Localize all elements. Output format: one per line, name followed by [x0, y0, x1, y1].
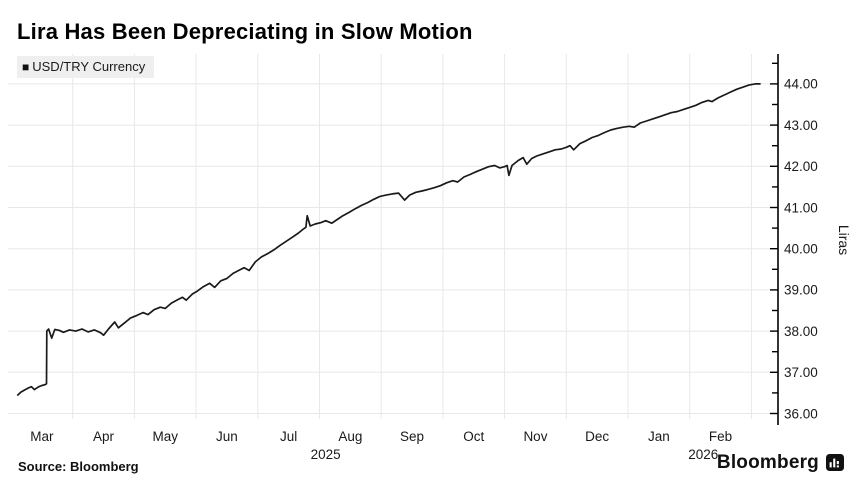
svg-text:44.00: 44.00 [784, 77, 818, 92]
svg-text:Sep: Sep [400, 429, 424, 444]
svg-text:43.00: 43.00 [784, 118, 818, 133]
svg-text:37.00: 37.00 [784, 365, 818, 380]
svg-text:Oct: Oct [463, 429, 484, 444]
source-label: Source: Bloomberg [18, 459, 139, 474]
svg-text:39.00: 39.00 [784, 283, 818, 298]
svg-text:36.00: 36.00 [784, 406, 818, 421]
series-marker-icon: ■ [22, 59, 30, 74]
usdtry-line-series [16, 83, 761, 396]
y-tick-labels: 36.00 37.00 38.00 39.00 40.00 41.00 42.00 43.00… [784, 77, 818, 422]
svg-text:Dec: Dec [585, 429, 609, 444]
svg-text:Jul: Jul [280, 429, 297, 444]
svg-text:May: May [152, 429, 178, 444]
svg-text:38.00: 38.00 [784, 324, 818, 339]
y-axis [770, 54, 779, 425]
svg-text:Jun: Jun [216, 429, 238, 444]
bloomberg-terminal-icon [826, 454, 844, 471]
svg-text:Jan: Jan [648, 429, 670, 444]
svg-text:2026: 2026 [688, 447, 718, 462]
x-year-labels: 2025 2026 [311, 447, 719, 462]
svg-text:Aug: Aug [338, 429, 362, 444]
x-month-labels: Mar Apr May Jun Jul Aug Sep Oct Nov Dec Jan Feb [30, 429, 732, 444]
svg-text:Apr: Apr [93, 429, 115, 444]
gridlines [8, 54, 777, 419]
svg-text:41.00: 41.00 [784, 200, 818, 215]
svg-text:Feb: Feb [709, 429, 732, 444]
bloomberg-logo: Bloomberg [717, 452, 844, 474]
legend: ■ USD/TRY Currency [17, 56, 155, 78]
y-axis-title: Liras [836, 225, 852, 255]
svg-text:Mar: Mar [30, 429, 54, 444]
legend-label: USD/TRY Currency [32, 59, 146, 74]
bloomberg-logo-text: Bloomberg [716, 452, 819, 473]
svg-text:2025: 2025 [311, 447, 341, 462]
svg-text:Nov: Nov [523, 429, 547, 444]
chart-title: Lira Has Been Depreciating in Slow Motio… [17, 19, 473, 44]
svg-text:40.00: 40.00 [784, 242, 818, 257]
svg-text:42.00: 42.00 [784, 159, 818, 174]
